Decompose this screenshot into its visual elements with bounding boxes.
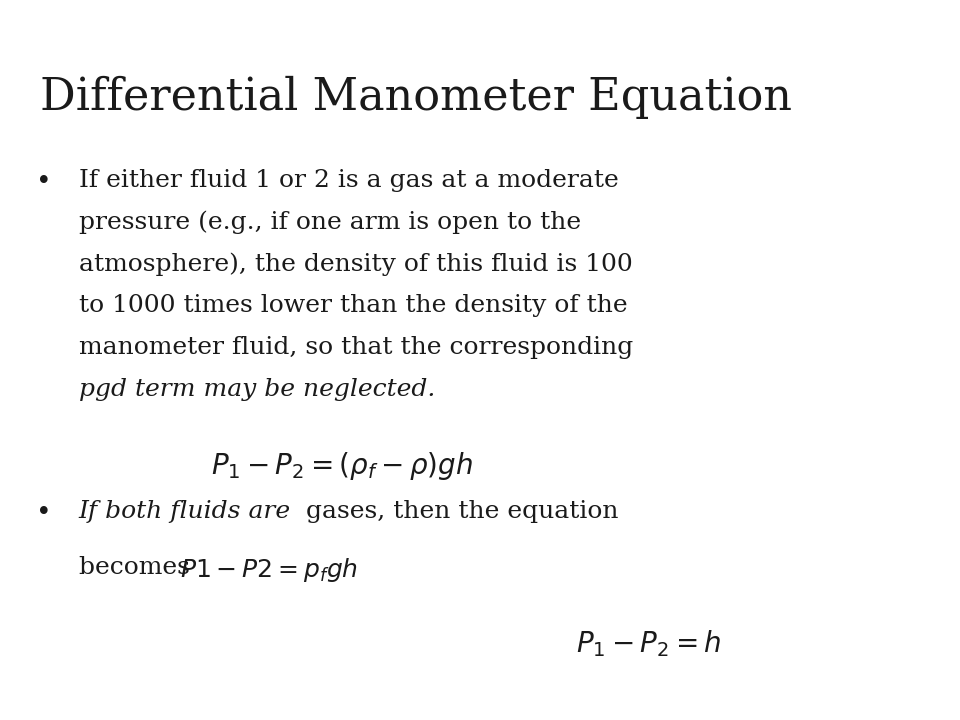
- Text: to 1000 times lower than the density of the: to 1000 times lower than the density of …: [79, 294, 627, 318]
- Text: •: •: [36, 500, 52, 526]
- Text: becomes: becomes: [79, 556, 198, 579]
- Text: gases, then the equation: gases, then the equation: [298, 500, 618, 523]
- Text: If both fluids are: If both fluids are: [79, 500, 291, 523]
- Text: $P_1 - P_2 = h$: $P_1 - P_2 = h$: [576, 628, 722, 659]
- Text: manometer fluid, so that the corresponding: manometer fluid, so that the correspondi…: [79, 336, 633, 359]
- Text: If either fluid 1 or 2 is a gas at a moderate: If either fluid 1 or 2 is a gas at a mod…: [79, 169, 618, 192]
- Text: pgd term may be neglected.: pgd term may be neglected.: [79, 378, 435, 401]
- Text: •: •: [36, 169, 52, 194]
- Text: Differential Manometer Equation: Differential Manometer Equation: [40, 76, 792, 119]
- Text: atmosphere), the density of this fluid is 100: atmosphere), the density of this fluid i…: [79, 253, 633, 276]
- Text: $P1 - P2 = p_fgh$: $P1 - P2 = p_fgh$: [180, 556, 359, 584]
- Text: $P_1 - P_2 = (\rho_f - \rho)gh$: $P_1 - P_2 = (\rho_f - \rho)gh$: [211, 450, 473, 482]
- Text: pressure (e.g., if one arm is open to the: pressure (e.g., if one arm is open to th…: [79, 211, 581, 235]
